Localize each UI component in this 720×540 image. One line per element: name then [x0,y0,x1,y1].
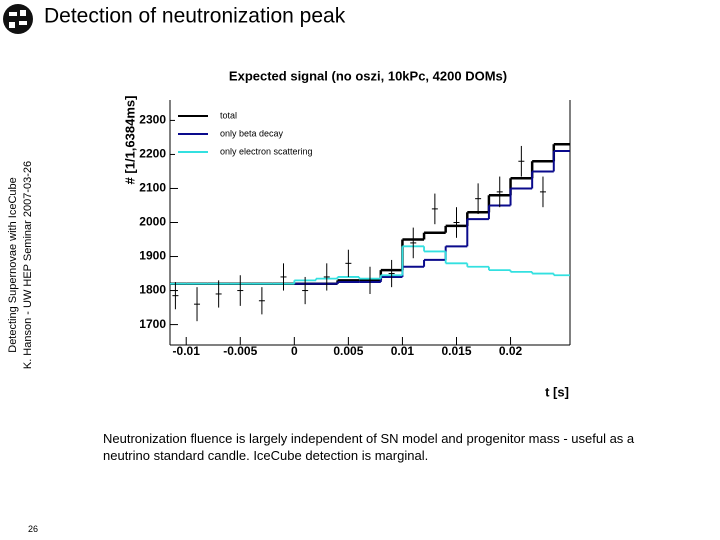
chart: Detection of neutronization peak Detecti… [3,4,571,399]
caption: Neutronization fluence is largely indepe… [103,431,635,463]
y-tick-label: 1700 [139,317,166,331]
y-tick-label: 1800 [139,283,166,297]
x-tick-label: 0.005 [333,344,363,358]
legend-label: only beta decay [220,128,284,138]
x-tick-label: -0.01 [173,344,201,358]
logo [3,4,33,34]
chart-title: Expected signal (no oszi, 10kPc, 4200 DO… [229,68,507,83]
x-tick-label: 0.01 [391,344,415,358]
sidebar-line: Detecting Supernovae with IceCube [7,177,19,353]
x-tick-label: 0.02 [499,344,523,358]
y-tick-label: 2300 [139,113,166,127]
y-tick-label: 2100 [139,181,166,195]
x-tick-label: 0 [291,344,298,358]
sidebar-line: K. Hanson - UW HEP Seminar 2007-03-26 [22,161,34,369]
x-axis-label: t [s] [545,384,569,399]
y-tick-label: 2000 [139,215,166,229]
x-tick-label: -0.005 [223,344,257,358]
y-axis-label: # [1/1,6384ms] [122,96,137,185]
legend-box [175,105,325,160]
y-tick-label: 2200 [139,147,166,161]
legend-label: total [220,110,237,120]
y-tick-label: 1900 [139,249,166,263]
legend-label: only electron scattering [220,146,313,156]
plot-area [170,142,570,322]
slide-title: Detection of neutronization peak [44,5,346,28]
x-tick-label: 0.015 [441,344,471,358]
page-number: 26 [28,524,39,534]
